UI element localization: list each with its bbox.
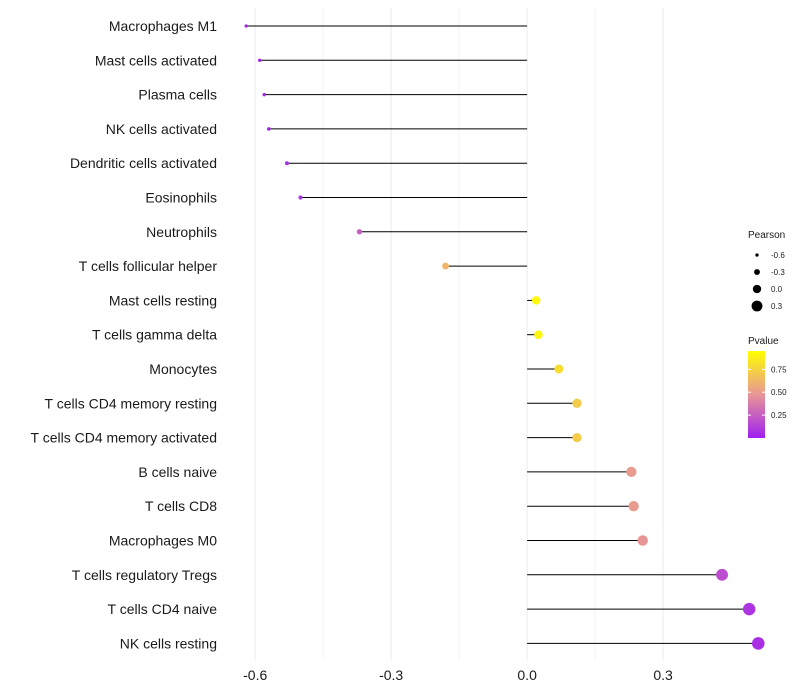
category-label: Dendritic cells activated — [70, 155, 217, 171]
point — [266, 127, 271, 131]
legend-size-label: -0.3 — [771, 268, 785, 277]
legend-color-items: 0.25 0.50 0.75 — [748, 365, 787, 420]
legend-color-label: 0.25 — [771, 411, 787, 420]
category-label: Neutrophils — [146, 224, 217, 240]
legend-colorbar — [748, 351, 765, 438]
point — [554, 364, 564, 374]
legend: Pearson -0.6-0.30.00.3 Pvalue 0.250.500.… — [748, 230, 787, 438]
category-label: Plasma cells — [138, 87, 217, 103]
category-label: Macrophages M0 — [109, 533, 217, 549]
x-axis-labels: -0.6 -0.3 0.0 0.3 — [243, 667, 673, 683]
legend-size-label: 0.3 — [771, 302, 783, 311]
point — [716, 568, 728, 581]
point — [534, 330, 543, 339]
point — [531, 296, 541, 305]
category-label: NK cells resting — [120, 635, 217, 651]
category-label: T cells gamma delta — [92, 327, 217, 343]
point — [442, 262, 449, 270]
category-label: NK cells activated — [106, 121, 217, 137]
grid-lines — [254, 8, 664, 660]
y-axis-labels: Macrophages M1 Mast cells activated Plasma… — [31, 18, 218, 651]
point — [298, 195, 303, 200]
legend-color-label: 0.50 — [771, 388, 787, 397]
legend-size-label: 0.0 — [771, 285, 783, 294]
legend-size-title: Pearson — [748, 230, 785, 241]
point — [637, 535, 648, 546]
legend-color-label: 0.75 — [771, 365, 787, 374]
point — [262, 92, 267, 97]
legend-size-dot — [752, 284, 762, 294]
category-label: B cells naive — [138, 464, 217, 480]
category-label: Mast cells activated — [95, 52, 217, 68]
legend-size-dot — [751, 300, 763, 312]
category-label: T cells CD4 naive — [108, 601, 218, 617]
legend-size-dot — [755, 253, 759, 257]
point — [572, 432, 582, 443]
point — [572, 398, 582, 408]
stems — [246, 25, 759, 644]
category-label: T cells follicular helper — [79, 258, 218, 274]
category-label: Eosinophils — [145, 190, 217, 206]
point — [284, 161, 289, 166]
x-tick-label: -0.3 — [379, 667, 403, 683]
legend-size-dot — [754, 269, 760, 275]
category-label: T cells CD8 — [145, 498, 217, 514]
point — [628, 501, 639, 512]
point — [356, 229, 363, 235]
category-label: T cells CD4 memory resting — [45, 395, 217, 411]
point — [258, 58, 262, 63]
point — [626, 466, 637, 478]
category-label: T cells CD4 memory activated — [31, 430, 217, 446]
point — [751, 637, 765, 650]
x-tick-label: 0.3 — [653, 667, 673, 683]
legend-size-label: -0.6 — [771, 251, 785, 260]
point — [742, 602, 756, 616]
point — [244, 24, 248, 28]
category-label: Monocytes — [149, 361, 217, 377]
x-tick-label: 0.0 — [517, 667, 537, 683]
category-label: T cells regulatory Tregs — [72, 567, 217, 583]
category-label: Mast cells resting — [109, 292, 217, 308]
points — [244, 24, 765, 650]
legend-color-title: Pvalue — [748, 336, 779, 347]
category-label: Macrophages M1 — [109, 18, 217, 34]
legend-size-items: -0.6 -0.3 0.0 0.3 — [751, 251, 785, 312]
x-tick-label: -0.6 — [243, 667, 267, 683]
